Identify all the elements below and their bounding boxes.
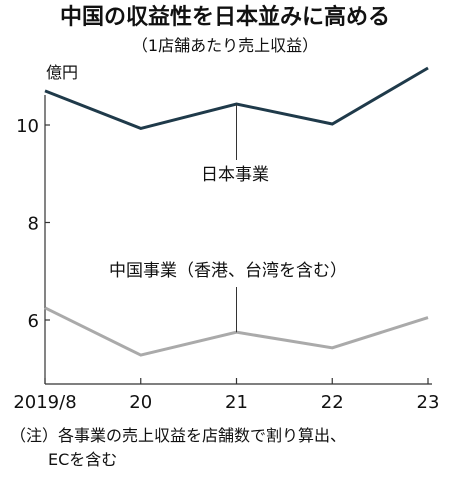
series-label-china: 中国事業（香港、台湾を含む） bbox=[109, 261, 347, 281]
x-tick-label: 2019/8 bbox=[13, 392, 76, 413]
unit-label: 億円 bbox=[46, 63, 78, 82]
chart-title: 中国の収益性を日本並みに高める bbox=[59, 5, 390, 30]
chart-subtitle: （1店舗あたり売上収益） bbox=[131, 36, 319, 55]
y-tick-label: 10 bbox=[16, 116, 39, 137]
y-tick-label: 6 bbox=[28, 311, 39, 332]
footnote-line-2: ECを含む bbox=[48, 450, 118, 469]
y-tick-label: 8 bbox=[28, 214, 39, 235]
x-tick-label: 22 bbox=[321, 392, 344, 413]
axes: 6 8 10 2019/8 20 21 22 23 bbox=[13, 95, 439, 413]
x-tick-label: 23 bbox=[417, 392, 440, 413]
x-tick-label: 21 bbox=[225, 392, 248, 413]
series-label-japan: 日本事業 bbox=[201, 165, 269, 185]
x-tick-label: 20 bbox=[129, 392, 152, 413]
footnote-line-1: （注）各事業の売上収益を店舗数で割り算出、 bbox=[10, 426, 347, 445]
